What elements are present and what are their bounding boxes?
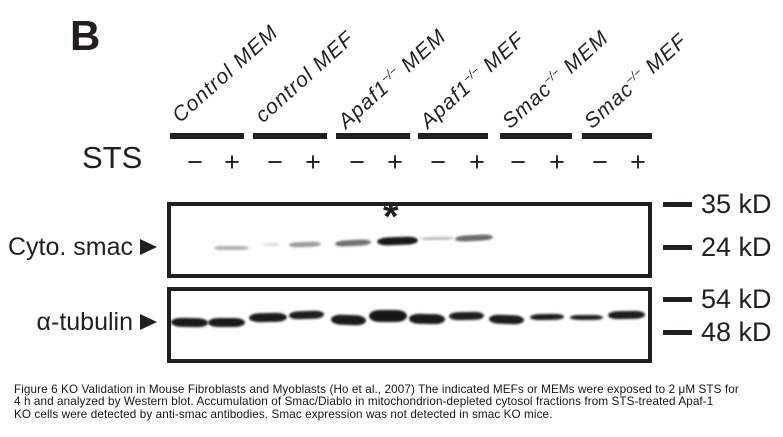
- marker-tick: [663, 297, 692, 302]
- blot-band: [454, 234, 494, 242]
- blot-band: [334, 239, 372, 247]
- blot-band: [170, 317, 209, 328]
- blot-band: [288, 241, 322, 248]
- treatment-symbol: −: [187, 147, 203, 177]
- sts-label: STS: [82, 140, 143, 175]
- treatment-symbol: −: [510, 147, 526, 177]
- blot-band: [263, 243, 279, 246]
- marker-tick: [663, 245, 692, 250]
- marker-tick: [663, 202, 692, 207]
- marker-tick: [663, 330, 692, 335]
- treatment-symbol: −: [592, 147, 608, 177]
- treatment-symbol: +: [549, 147, 565, 177]
- treatment-symbol: +: [469, 147, 485, 177]
- arrowhead-right-icon: [140, 314, 157, 330]
- treatment-symbol: +: [305, 147, 321, 177]
- blot-band: [488, 314, 525, 325]
- blot-row-label-alpha-tubulin: α-tubulin: [36, 308, 133, 336]
- treatment-symbol: −: [430, 147, 446, 177]
- blot-band: [369, 310, 407, 322]
- blot-band: [448, 311, 485, 321]
- blot-band: [408, 313, 446, 325]
- treatment-symbol: +: [387, 147, 403, 177]
- group-underline-bar: [500, 133, 572, 139]
- blot-panel-cyto-smac: [167, 202, 652, 278]
- marker-label: 35 kD: [701, 189, 772, 219]
- treatment-symbol: −: [267, 147, 283, 177]
- panel-label: B: [70, 12, 101, 59]
- blot-band: [248, 312, 288, 323]
- blot-band: [214, 246, 249, 250]
- treatment-symbol: +: [630, 147, 646, 177]
- group-underline-bar: [253, 133, 327, 139]
- blot-band: [607, 310, 646, 320]
- blot-panel-alpha-tubulin: [167, 287, 652, 363]
- group-underline-bar: [170, 133, 244, 139]
- blot-band: [419, 236, 455, 241]
- blot-band: [570, 315, 603, 320]
- arrowhead-right-icon: [140, 239, 157, 255]
- marker-label: 24 kD: [701, 232, 772, 262]
- group-underline-bar: [418, 133, 488, 139]
- group-underline-bar: [336, 133, 410, 139]
- blot-band: [288, 310, 325, 320]
- group-underline-bar: [582, 133, 652, 139]
- figure-caption: Figure 6 KO Validation in Mouse Fibrobla…: [14, 383, 739, 421]
- treatment-symbol: +: [224, 147, 240, 177]
- blot-band: [208, 318, 245, 327]
- asterisk-annotation: *: [383, 195, 399, 239]
- caption-line: KO cells were detected by anti-smac anti…: [14, 407, 553, 421]
- blot-band: [330, 314, 367, 326]
- marker-label: 54 kD: [701, 284, 772, 314]
- caption-line: Figure 6 KO Validation in Mouse Fibrobla…: [14, 383, 739, 396]
- marker-label: 48 kD: [701, 317, 772, 347]
- blot-row-label-cyto-smac: Cyto. smac: [7, 233, 133, 261]
- blot-band: [529, 313, 565, 321]
- caption-line: 4 h and analyzed by Western blot. Accumu…: [14, 395, 714, 409]
- treatment-symbol: −: [349, 147, 365, 177]
